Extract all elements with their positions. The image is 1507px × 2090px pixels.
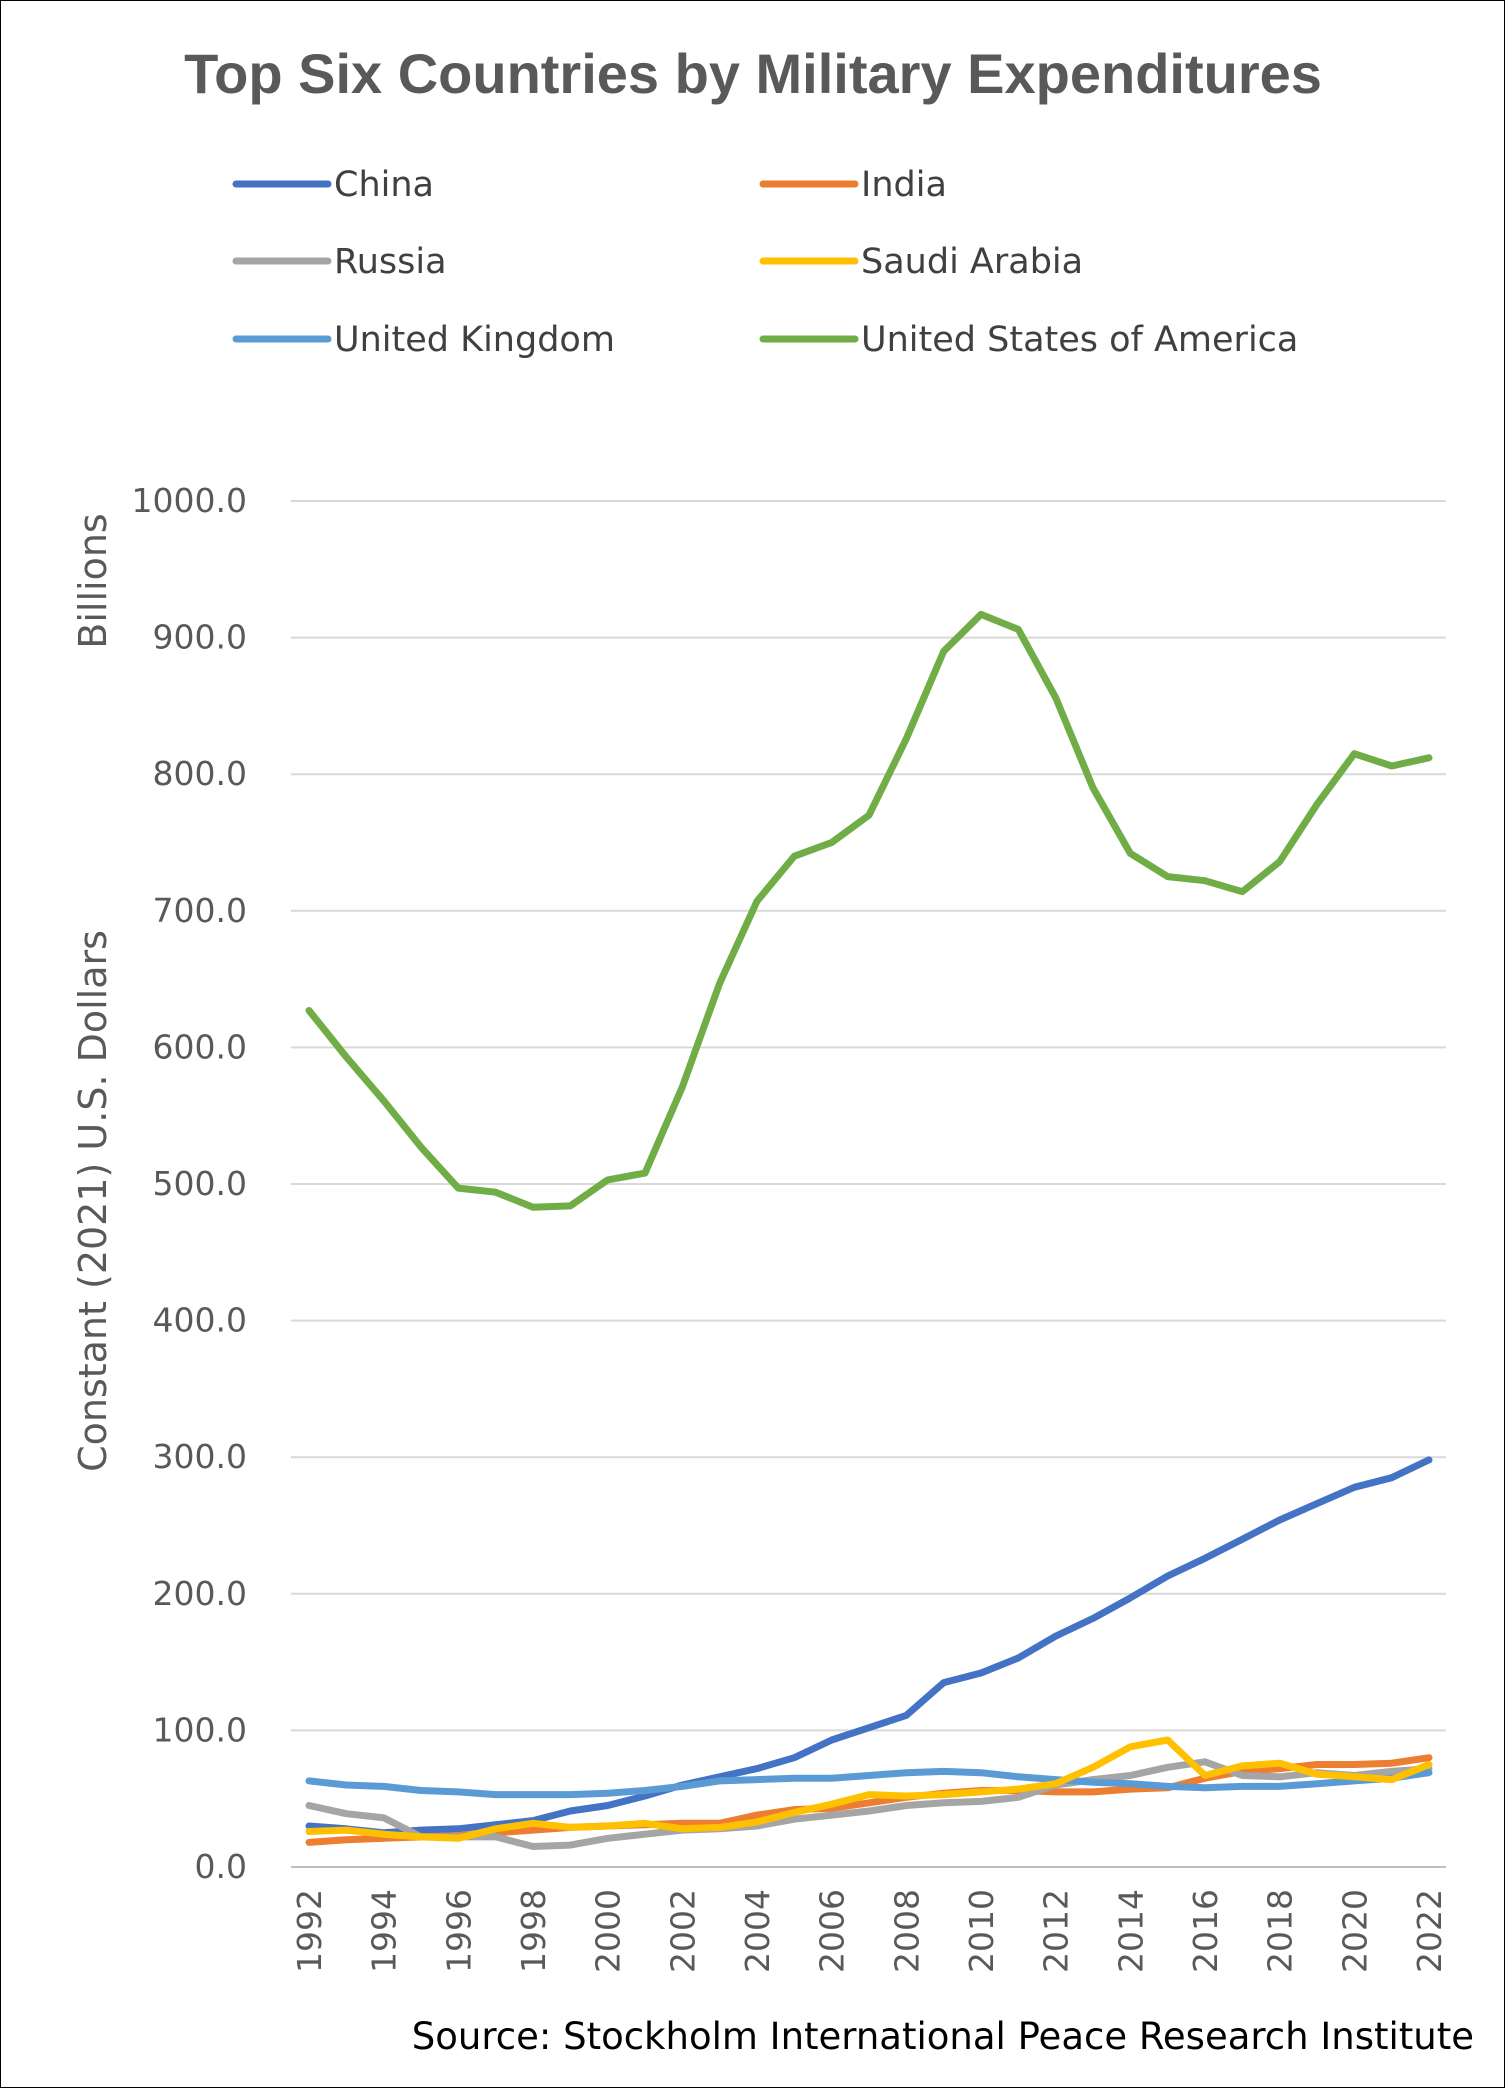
series-line-china [305, 1456, 1433, 1837]
x-tick-label: 1992 [290, 1889, 329, 1973]
gridlines [291, 500, 1446, 1868]
x-tick-label: 2010 [962, 1889, 1001, 1973]
y-tick-label: 900.0 [153, 618, 247, 657]
x-axis-ticks: 1992 1994 1996 1998 2000 2002 2004 2006 2008 2010… [290, 1889, 1449, 1973]
x-tick-label: 2016 [1186, 1889, 1225, 1973]
legend-label-united-kingdom: United Kingdom [334, 320, 615, 360]
series-line-india [305, 1754, 1433, 1846]
series-lines [305, 610, 1433, 1850]
y-tick-label: 100.0 [153, 1710, 247, 1749]
series-line-united-states-of-america [305, 610, 1433, 1211]
y-tick-label: 200.0 [153, 1574, 247, 1613]
y-tick-label: 400.0 [153, 1301, 247, 1340]
y-axis-ticks: 0.0 100.0 200.0 300.0 400.0 500.0 600.0 700.0 80… [132, 481, 247, 1886]
x-tick-label: 2014 [1111, 1889, 1150, 1973]
y-tick-label: 800.0 [153, 754, 247, 793]
series-line-russia [305, 1758, 1433, 1850]
y-axis-title: Constant (2021) U.S. Dollars [71, 930, 115, 1472]
x-tick-label: 1998 [514, 1889, 553, 1973]
y-tick-label: 500.0 [153, 1164, 247, 1203]
chart-title: Top Six Countries by Military Expenditur… [184, 42, 1322, 105]
x-tick-label: 1994 [365, 1889, 404, 1973]
x-tick-label: 2004 [738, 1889, 777, 1973]
legend: China India Russia Saudi Arabia United Kingd… [232, 165, 1298, 360]
y-tick-label: 300.0 [153, 1437, 247, 1476]
legend-label-saudi-arabia: Saudi Arabia [861, 242, 1083, 282]
series-line-united-kingdom [305, 1767, 1433, 1799]
legend-label-india: India [861, 165, 947, 205]
source-note: Source: Stockholm International Peace Re… [412, 2015, 1474, 2058]
y-axis-unit-label: Billions [71, 513, 115, 648]
x-tick-label: 2018 [1261, 1889, 1300, 1973]
x-tick-label: 2000 [589, 1889, 628, 1973]
legend-label-russia: Russia [334, 242, 447, 282]
y-tick-label: 600.0 [153, 1027, 247, 1066]
x-tick-label: 1996 [439, 1889, 478, 1973]
x-tick-label: 2020 [1335, 1889, 1374, 1973]
series-line-saudi-arabia [305, 1736, 1433, 1842]
legend-label-china: China [334, 165, 434, 205]
y-tick-label: 0.0 [195, 1847, 247, 1886]
x-tick-label: 2012 [1037, 1889, 1076, 1973]
y-tick-label: 700.0 [153, 891, 247, 930]
legend-label-united-states-of-america: United States of America [861, 320, 1298, 360]
x-tick-label: 2022 [1410, 1889, 1449, 1973]
x-tick-label: 2006 [813, 1889, 852, 1973]
y-tick-label: 1000.0 [132, 481, 247, 520]
x-tick-label: 2008 [887, 1889, 926, 1973]
x-tick-label: 2002 [663, 1889, 702, 1973]
